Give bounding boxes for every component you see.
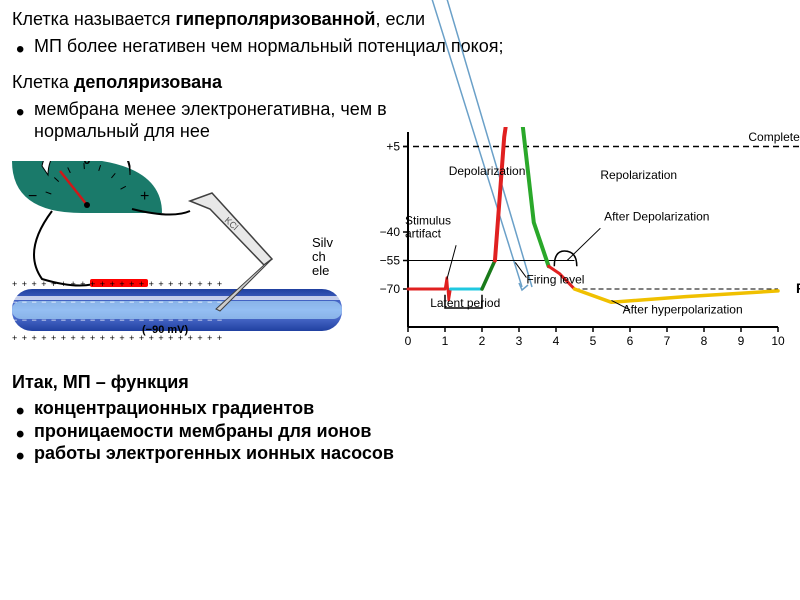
svg-text:+ + + + + + + + + + + + + + +: + + + + + + + + + + + + + + + + + + + + … [12, 333, 223, 343]
svg-text:ele: ele [312, 263, 329, 278]
svg-text:Stimulus: Stimulus [405, 213, 451, 227]
svg-text:+ + + + + + + + + + + + + + +: + + + + + + + + + + + + + + + + + + + + … [12, 279, 223, 289]
svg-text:− − − − − − − − − − − − − − −: − − − − − − − − − − − − − − − − − − − − … [12, 297, 223, 307]
svg-text:9: 9 [738, 334, 745, 348]
left-experiment-diagram: 0−+KClSilvchele+ + + + + + + + + + + + +… [12, 161, 342, 361]
svg-text:(−90 mV): (−90 mV) [142, 324, 188, 336]
svg-text:7: 7 [664, 334, 671, 348]
svg-text:+: + [140, 188, 149, 205]
svg-text:F: F [796, 279, 800, 295]
svg-text:Firing level: Firing level [526, 272, 584, 286]
svg-text:Repolarization: Repolarization [600, 167, 677, 181]
svg-text:After Depolarization: After Depolarization [604, 209, 709, 223]
svg-text:8: 8 [701, 334, 708, 348]
svg-text:−70: −70 [380, 282, 401, 296]
svg-text:5: 5 [590, 334, 597, 348]
svg-text:0: 0 [83, 161, 90, 167]
svg-text:+5: +5 [386, 139, 400, 153]
series-after-hyper [575, 289, 779, 302]
series-rise-firing [482, 260, 495, 289]
svg-text:Silv: Silv [312, 235, 333, 250]
svg-text:Depolarization: Depolarization [449, 164, 526, 178]
svg-text:2: 2 [479, 334, 486, 348]
svg-text:1: 1 [442, 334, 449, 348]
summary-bullet-2: проницаемости мембраны для ионов [34, 420, 788, 443]
action-potential-chart: −70 −55 −40 +5 0 1 2 3 4 5 6 7 8 9 10 Depolarization Rep… [348, 127, 800, 357]
summary-bullet-1: концентрационных градиентов [34, 397, 788, 420]
svg-text:artifact: artifact [405, 226, 442, 240]
svg-text:0: 0 [405, 334, 412, 348]
series-repolarize [515, 127, 548, 266]
svg-text:−: − [28, 188, 37, 205]
svg-text:After hyperpolarization: After hyperpolarization [623, 302, 743, 316]
svg-text:−40: −40 [380, 225, 401, 239]
svg-text:4: 4 [553, 334, 560, 348]
svg-text:Latent period: Latent period [430, 296, 500, 310]
summary-bullet-3: работы электрогенных ионных насосов [34, 442, 788, 465]
svg-text:− − − − − − − − − − − − − − −: − − − − − − − − − − − − − − − − − − − − … [12, 315, 223, 325]
diagram-row: 0−+KClSilvchele+ + + + + + + + + + + + +… [12, 127, 788, 357]
svg-text:ch: ch [312, 249, 326, 264]
svg-text:Complete: Complete [748, 129, 800, 143]
svg-text:−55: −55 [380, 253, 401, 267]
svg-text:10: 10 [771, 334, 785, 348]
svg-text:6: 6 [627, 334, 634, 348]
svg-text:3: 3 [516, 334, 523, 348]
